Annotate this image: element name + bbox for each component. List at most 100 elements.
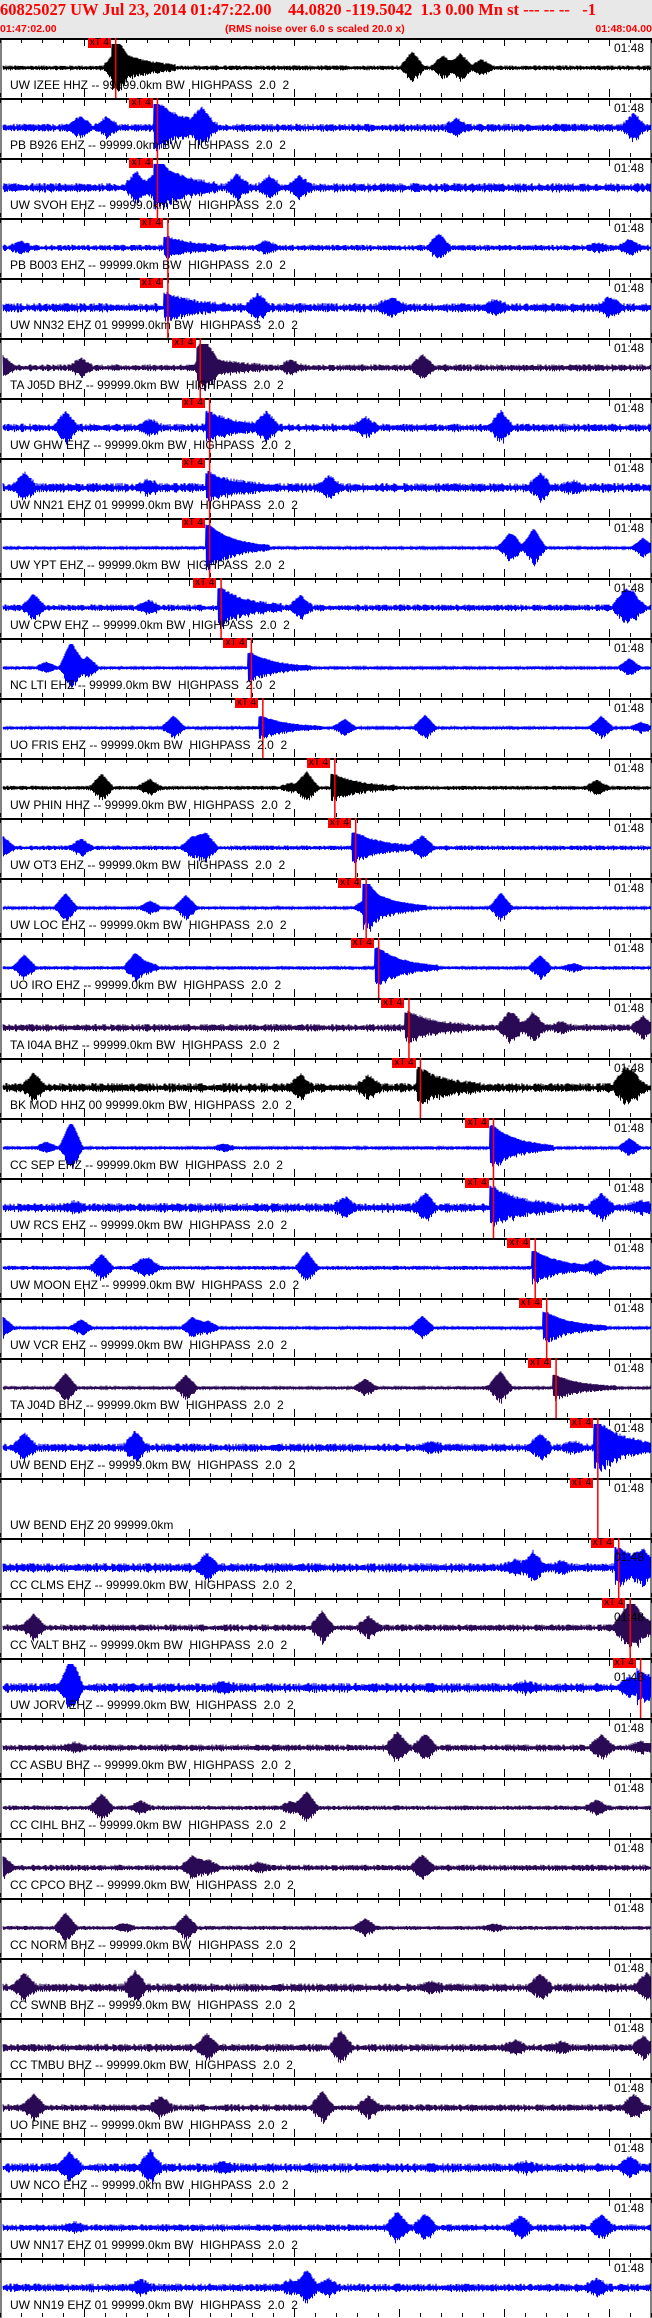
trace-row: CC ASBU BHZ -- 99999.0km BW HIGHPASS 2.0… [0,1718,652,1778]
trace-row: CC SWNB BHZ -- 99999.0km BW HIGHPASS 2.0… [0,1958,652,2018]
minute-label: 01:48 [614,1901,645,1915]
trace-label: UW LOC EHZ -- 99999.0km BW HIGHPASS 2.0 … [10,918,287,932]
minute-label: 01:48 [614,221,645,235]
waveform [2,2270,651,2304]
pick-flag[interactable]: xT 4 [129,158,153,168]
pick-flag[interactable]: xT 4 [87,38,111,48]
waveform [2,1423,651,1472]
pick-flag[interactable]: xT 4 [172,338,196,348]
pick-flag[interactable]: xT 4 [139,218,164,228]
waveform [2,1311,651,1343]
trace-row: UW MOON EHZ -- 99999.0km BW HIGHPASS 2.0… [0,1238,652,1298]
trace-label: CC SWNB BHZ -- 99999.0km BW HIGHPASS 2.0… [10,1998,296,2012]
pick-flag[interactable]: xT 4 [129,98,153,108]
minute-label: 01:48 [614,1481,645,1495]
minute-label: 01:48 [614,1841,645,1855]
trace-label: CC TMBU BHZ -- 99999.0km BW HIGHPASS 2.0… [10,2058,293,2072]
pick-flag[interactable]: xT 4 [465,1118,489,1128]
pick-flag[interactable]: xT 4 [223,638,247,648]
minute-label: 01:48 [614,2081,645,2095]
pick-flag[interactable]: xT 4 [338,878,362,888]
waveform [2,771,651,802]
trace-label: UW JORV EHZ -- 99999.0km BW HIGHPASS 2.0… [10,1698,294,1712]
trace-label: CC NORM BHZ -- 99999.0km BW HIGHPASS 2.0… [10,1938,296,1952]
waveform [2,1603,651,1648]
trace-row: UW NN17 EHZ 01 99999.0km BW HIGHPASS 2.0… [0,2198,652,2258]
pick-flag[interactable]: xT 4 [590,1538,614,1548]
trace-row: UW PHIN HHZ -- 99999.0km BW HIGHPASS 2.0… [0,758,652,818]
pick-flag[interactable]: xT 4 [380,998,405,1008]
trace-label: UW GHW EHZ -- 99999.0km BW HIGHPASS 2.0 … [10,438,292,452]
waveform [2,1010,651,1044]
trace-row: UW IZEE HHZ -- 99999.0km BW HIGHPASS 2.0… [0,38,652,98]
trace-label: UW CPW EHZ -- 99999.0km BW HIGHPASS 2.0 … [10,618,290,632]
minute-label: 01:48 [614,1781,645,1795]
trace-label: NC LTI EHZ -- 99999.0km BW HIGHPASS 2.0 … [10,678,276,692]
pick-flag[interactable]: xT 4 [193,578,217,588]
minute-label: 01:48 [614,1961,645,1975]
minute-label: 01:48 [614,2201,645,2215]
minute-label: 01:48 [614,581,645,595]
minute-label: 01:48 [614,641,645,655]
trace-label: UW IZEE HHZ -- 99999.0km BW HIGHPASS 2.0… [10,78,290,92]
pick-flag[interactable]: xT 4 [507,1238,531,1248]
waveform [2,1854,651,1880]
trace-label: CC VALT BHZ -- 99999.0km BW HIGHPASS 2.0… [10,1638,288,1652]
minute-label: 01:48 [614,881,645,895]
trace-row: CC TMBU BHZ -- 99999.0km BW HIGHPASS 2.0… [0,2018,652,2078]
trace-row: UW LOC EHZ -- 99999.0km BW HIGHPASS 2.0 … [0,878,652,938]
minute-label: 01:48 [614,461,645,475]
trace-row: PB B003 EHZ -- 99999.0km BW HIGHPASS 2.0… [0,218,652,278]
minute-label: 01:48 [614,1061,645,1075]
pick-flag[interactable]: xT 4 [518,1298,542,1308]
waveform [2,103,651,152]
pick-flag[interactable]: xT 4 [465,1178,489,1188]
waveform [2,714,651,740]
trace-row: UO FRIS EHZ -- 99999.0km BW HIGHPASS 2.0… [0,698,652,758]
waveform [2,291,651,323]
pick-flag[interactable]: xT 4 [139,278,164,288]
waveform [2,2030,651,2064]
pick-flag[interactable]: xT 4 [327,818,351,828]
waveform [2,524,651,571]
trace-row: CC CIHL BHZ -- 99999.0km BW HIGHPASS 2.0… [0,1778,652,1838]
pick-flag[interactable]: xT 4 [612,1658,636,1668]
trace-row: NC LTI EHZ -- 99999.0km BW HIGHPASS 2.0 … [0,638,652,698]
trace-row: BK MOD HHZ 00 99999.0km BW HIGHPASS 2.0 … [0,1058,652,1118]
trace-label: UW RCS EHZ -- 99999.0km BW HIGHPASS 2.0 … [10,1218,288,1232]
waveform [2,1066,651,1109]
pick-flag[interactable]: xT 4 [602,1598,626,1608]
pick-flag[interactable]: xT 4 [569,1478,594,1488]
trace-label: CC ASBU BHZ -- 99999.0km BW HIGHPASS 2.0… [10,1758,292,1772]
minute-label: 01:48 [614,101,645,115]
pick-flag[interactable]: xT 4 [181,458,205,468]
pick-flag[interactable]: xT 4 [392,1058,416,1068]
minute-label: 01:48 [614,281,645,295]
minute-label: 01:48 [614,821,645,835]
trace-row: UW JORV EHZ -- 99999.0km BW HIGHPASS 2.0… [0,1658,652,1718]
waveform [2,1731,651,1762]
trace-row: CC SEP EHZ -- 99999.0km BW HIGHPASS 2.0 … [0,1118,652,1178]
trace-row: UW BEND EHZ 20 99999.0km 01:48 xT 4 [0,1478,652,1538]
pick-flag[interactable]: xT 4 [306,758,331,768]
waveform [2,1185,651,1227]
pick-flag[interactable]: xT 4 [528,1358,552,1368]
minute-label: 01:48 [614,1670,645,1684]
pick-flag[interactable]: xT 4 [569,1418,594,1428]
waveform [2,1663,651,1709]
trace-label: CC SEP EHZ -- 99999.0km BW HIGHPASS 2.0 … [10,1158,283,1172]
trace-row: UW NN32 EHZ 01 99999.0km BW HIGHPASS 2.0… [0,278,652,338]
trace-label: BK MOD HHZ 00 99999.0km BW HIGHPASS 2.0 … [10,1098,292,1112]
pick-flag[interactable]: xT 4 [181,518,205,528]
pick-flag[interactable]: xT 4 [234,698,259,708]
trace-label: CC CPCO BHZ -- 99999.0km BW HIGHPASS 2.0… [10,1878,294,1892]
trace-label: UW YPT EHZ -- 99999.0km BW HIGHPASS 2.0 … [10,558,285,572]
trace-row: UW GHW EHZ -- 99999.0km BW HIGHPASS 2.0 … [0,398,652,458]
pick-flag[interactable]: xT 4 [181,398,205,408]
minute-label: 01:48 [614,341,645,355]
minute-label: 01:48 [614,1301,645,1315]
pick-flag[interactable]: xT 4 [350,938,374,948]
trace-label: UO PINE BHZ -- 99999.0km BW HIGHPASS 2.0… [10,2118,288,2132]
waveform [2,2149,651,2184]
trace-label: UO IRO EHZ -- 99999.0km BW HIGHPASS 2.0 … [10,978,282,992]
